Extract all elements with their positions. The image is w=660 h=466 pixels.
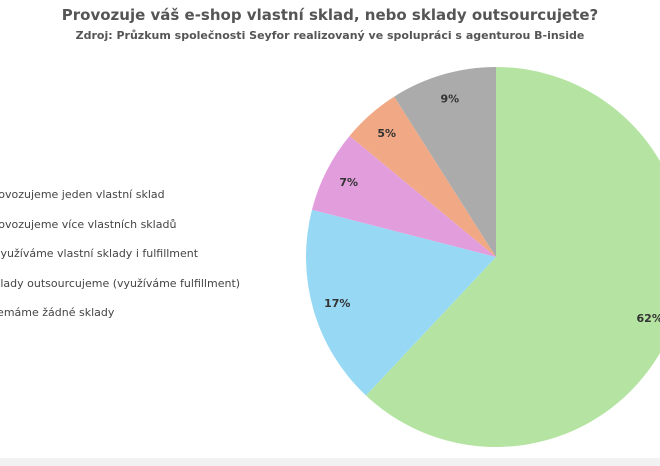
slice-label: 17% bbox=[324, 297, 350, 310]
legend-item: klady outsourcujeme (využíváme fulfillme… bbox=[0, 276, 241, 290]
pie-slice bbox=[306, 209, 496, 396]
slice-label: 5% bbox=[377, 127, 396, 140]
slice-label: 7% bbox=[339, 176, 358, 189]
slice-label: 62% bbox=[637, 312, 660, 325]
chart-subtitle: Zdroj: Průzkum společnosti Seyfor realiz… bbox=[75, 29, 585, 42]
legend-item: rovozujeme více vlastních skladů bbox=[0, 217, 177, 231]
pie-slice bbox=[311, 135, 496, 257]
pie-slice bbox=[365, 67, 660, 447]
slice-label: 9% bbox=[441, 92, 460, 105]
chart-title: Provozuje váš e-shop vlastní sklad, nebo… bbox=[61, 6, 599, 24]
legend: rovozujeme jeden vlastní sklad rovozujem… bbox=[0, 188, 240, 336]
bottom-bar bbox=[0, 458, 660, 466]
legend-item: rovozujeme jeden vlastní sklad bbox=[0, 188, 165, 201]
legend-item: lemáme žádné sklady bbox=[0, 306, 115, 320]
legend-item: využíváme vlastní sklady i fulfillment bbox=[0, 247, 199, 261]
pie-slice bbox=[394, 67, 496, 257]
pie-slice bbox=[349, 96, 496, 257]
